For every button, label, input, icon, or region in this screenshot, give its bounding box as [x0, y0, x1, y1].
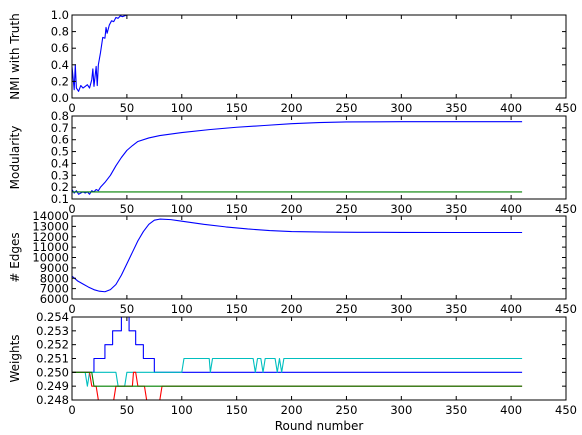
series-line-1 [71, 218, 523, 293]
y-tick-label: 0.248 [36, 393, 69, 407]
y-tick-label: 6000 [40, 292, 69, 306]
x-tick-label: 450 [555, 302, 577, 316]
x-tick-label: 50 [120, 101, 135, 115]
y-tick-label: 0.249 [36, 379, 69, 393]
y-tick-label: 7000 [40, 282, 69, 296]
x-tick-label: 450 [555, 202, 577, 216]
x-tick-label: 0 [68, 202, 75, 216]
x-tick-label: 250 [335, 202, 357, 216]
x-tick-label: 50 [120, 302, 135, 316]
x-tick-label: 0 [68, 101, 75, 115]
y-tick-label: 13000 [32, 219, 69, 233]
series-line-1 [71, 121, 523, 195]
y-tick-label: 0.4 [51, 58, 69, 72]
y-tick-label: 0.4 [51, 156, 69, 170]
x-tick-label: 150 [226, 302, 248, 316]
x-tick-label: 350 [445, 101, 467, 115]
axes-frame [71, 14, 567, 99]
y-tick-label: 0.7 [51, 121, 69, 135]
x-tick-label: 300 [390, 403, 412, 417]
x-tick-label: 200 [281, 302, 303, 316]
y-tick-label: 0.5 [51, 145, 69, 159]
x-tick-label: 250 [335, 302, 357, 316]
y-tick-label: 0.6 [51, 41, 69, 55]
subplot-1: 0 50 100 150 200 250 300 350 400 450 0.0 0.2 0.4 0.6 0… [8, 8, 577, 115]
x-tick-label: 0 [68, 302, 75, 316]
x-tick-label: 150 [226, 101, 248, 115]
x-tick-label: 300 [390, 302, 412, 316]
x-tick-label: 0 [68, 403, 75, 417]
x-tick-label: 200 [281, 101, 303, 115]
y-tick-label: 11000 [32, 240, 69, 254]
x-tick-label: 150 [226, 403, 248, 417]
y-axis-label: # Edges [8, 232, 22, 282]
x-tick-label: 300 [390, 202, 412, 216]
x-tick-label: 350 [445, 202, 467, 216]
series-line-1 [72, 316, 523, 373]
y-tick-label: 8000 [40, 271, 69, 285]
y-tick-label: 0.2 [51, 74, 69, 88]
x-tick-label: 100 [171, 101, 193, 115]
x-tick-label: 350 [445, 403, 467, 417]
y-tick-label: 0.0 [51, 91, 69, 105]
series-line-4 [72, 371, 523, 387]
y-tick-label: 12000 [32, 230, 69, 244]
y-tick-label: 0.254 [36, 310, 69, 324]
subplot-4: 0 50 100 150 200 250 300 350 400 4500.2480.2490.2… [8, 310, 577, 433]
x-tick-label: 50 [120, 403, 135, 417]
series-line-2 [72, 357, 523, 387]
axes-frame [71, 115, 567, 200]
y-tick-label: 0.6 [51, 133, 69, 147]
x-tick-label: 450 [555, 101, 577, 115]
x-tick-label: 250 [335, 101, 357, 115]
y-tick-label: 0.253 [36, 324, 69, 338]
x-tick-label: 100 [171, 202, 193, 216]
y-tick-label: 10000 [32, 251, 69, 265]
x-tick-label: 200 [281, 202, 303, 216]
y-tick-label: 0.2 [51, 180, 69, 194]
subplot-3: 0 50 100 150 200 250 300 350 400 450 6000700080009… [8, 209, 577, 316]
x-tick-label: 150 [226, 202, 248, 216]
x-tick-label: 450 [555, 403, 577, 417]
x-tick-label: 400 [500, 202, 522, 216]
y-tick-label: 0.1 [51, 192, 69, 206]
y-tick-label: 9000 [40, 261, 69, 275]
x-tick-label: 300 [390, 101, 412, 115]
y-tick-label: 0.250 [36, 365, 69, 379]
subplot-2: 0 50 100 150 200 250 300 350 400 4500.10.20.30.40… [8, 109, 577, 216]
x-tick-label: 200 [281, 403, 303, 417]
x-tick-label: 400 [500, 403, 522, 417]
y-tick-label: 0.8 [51, 25, 69, 39]
x-tick-label: 400 [500, 302, 522, 316]
series-line-1 [71, 14, 523, 92]
y-tick-label: 0.3 [51, 168, 69, 182]
x-tick-label: 250 [335, 403, 357, 417]
y-axis-label: NMI with Truth [8, 13, 22, 99]
x-tick-label: 50 [120, 202, 135, 216]
y-tick-label: 0.252 [36, 338, 69, 352]
y-tick-label: 0.251 [36, 352, 69, 366]
x-tick-label: 400 [500, 101, 522, 115]
y-axis-label: Modularity [8, 126, 22, 190]
y-tick-label: 0.8 [51, 109, 69, 123]
y-tick-label: 1.0 [51, 8, 69, 22]
y-tick-label: 14000 [32, 209, 69, 223]
x-tick-label: 100 [171, 302, 193, 316]
x-axis-label: Round number [275, 419, 364, 433]
x-tick-label: 350 [445, 302, 467, 316]
x-tick-label: 100 [171, 403, 193, 417]
y-axis-label: Weights [8, 334, 22, 382]
